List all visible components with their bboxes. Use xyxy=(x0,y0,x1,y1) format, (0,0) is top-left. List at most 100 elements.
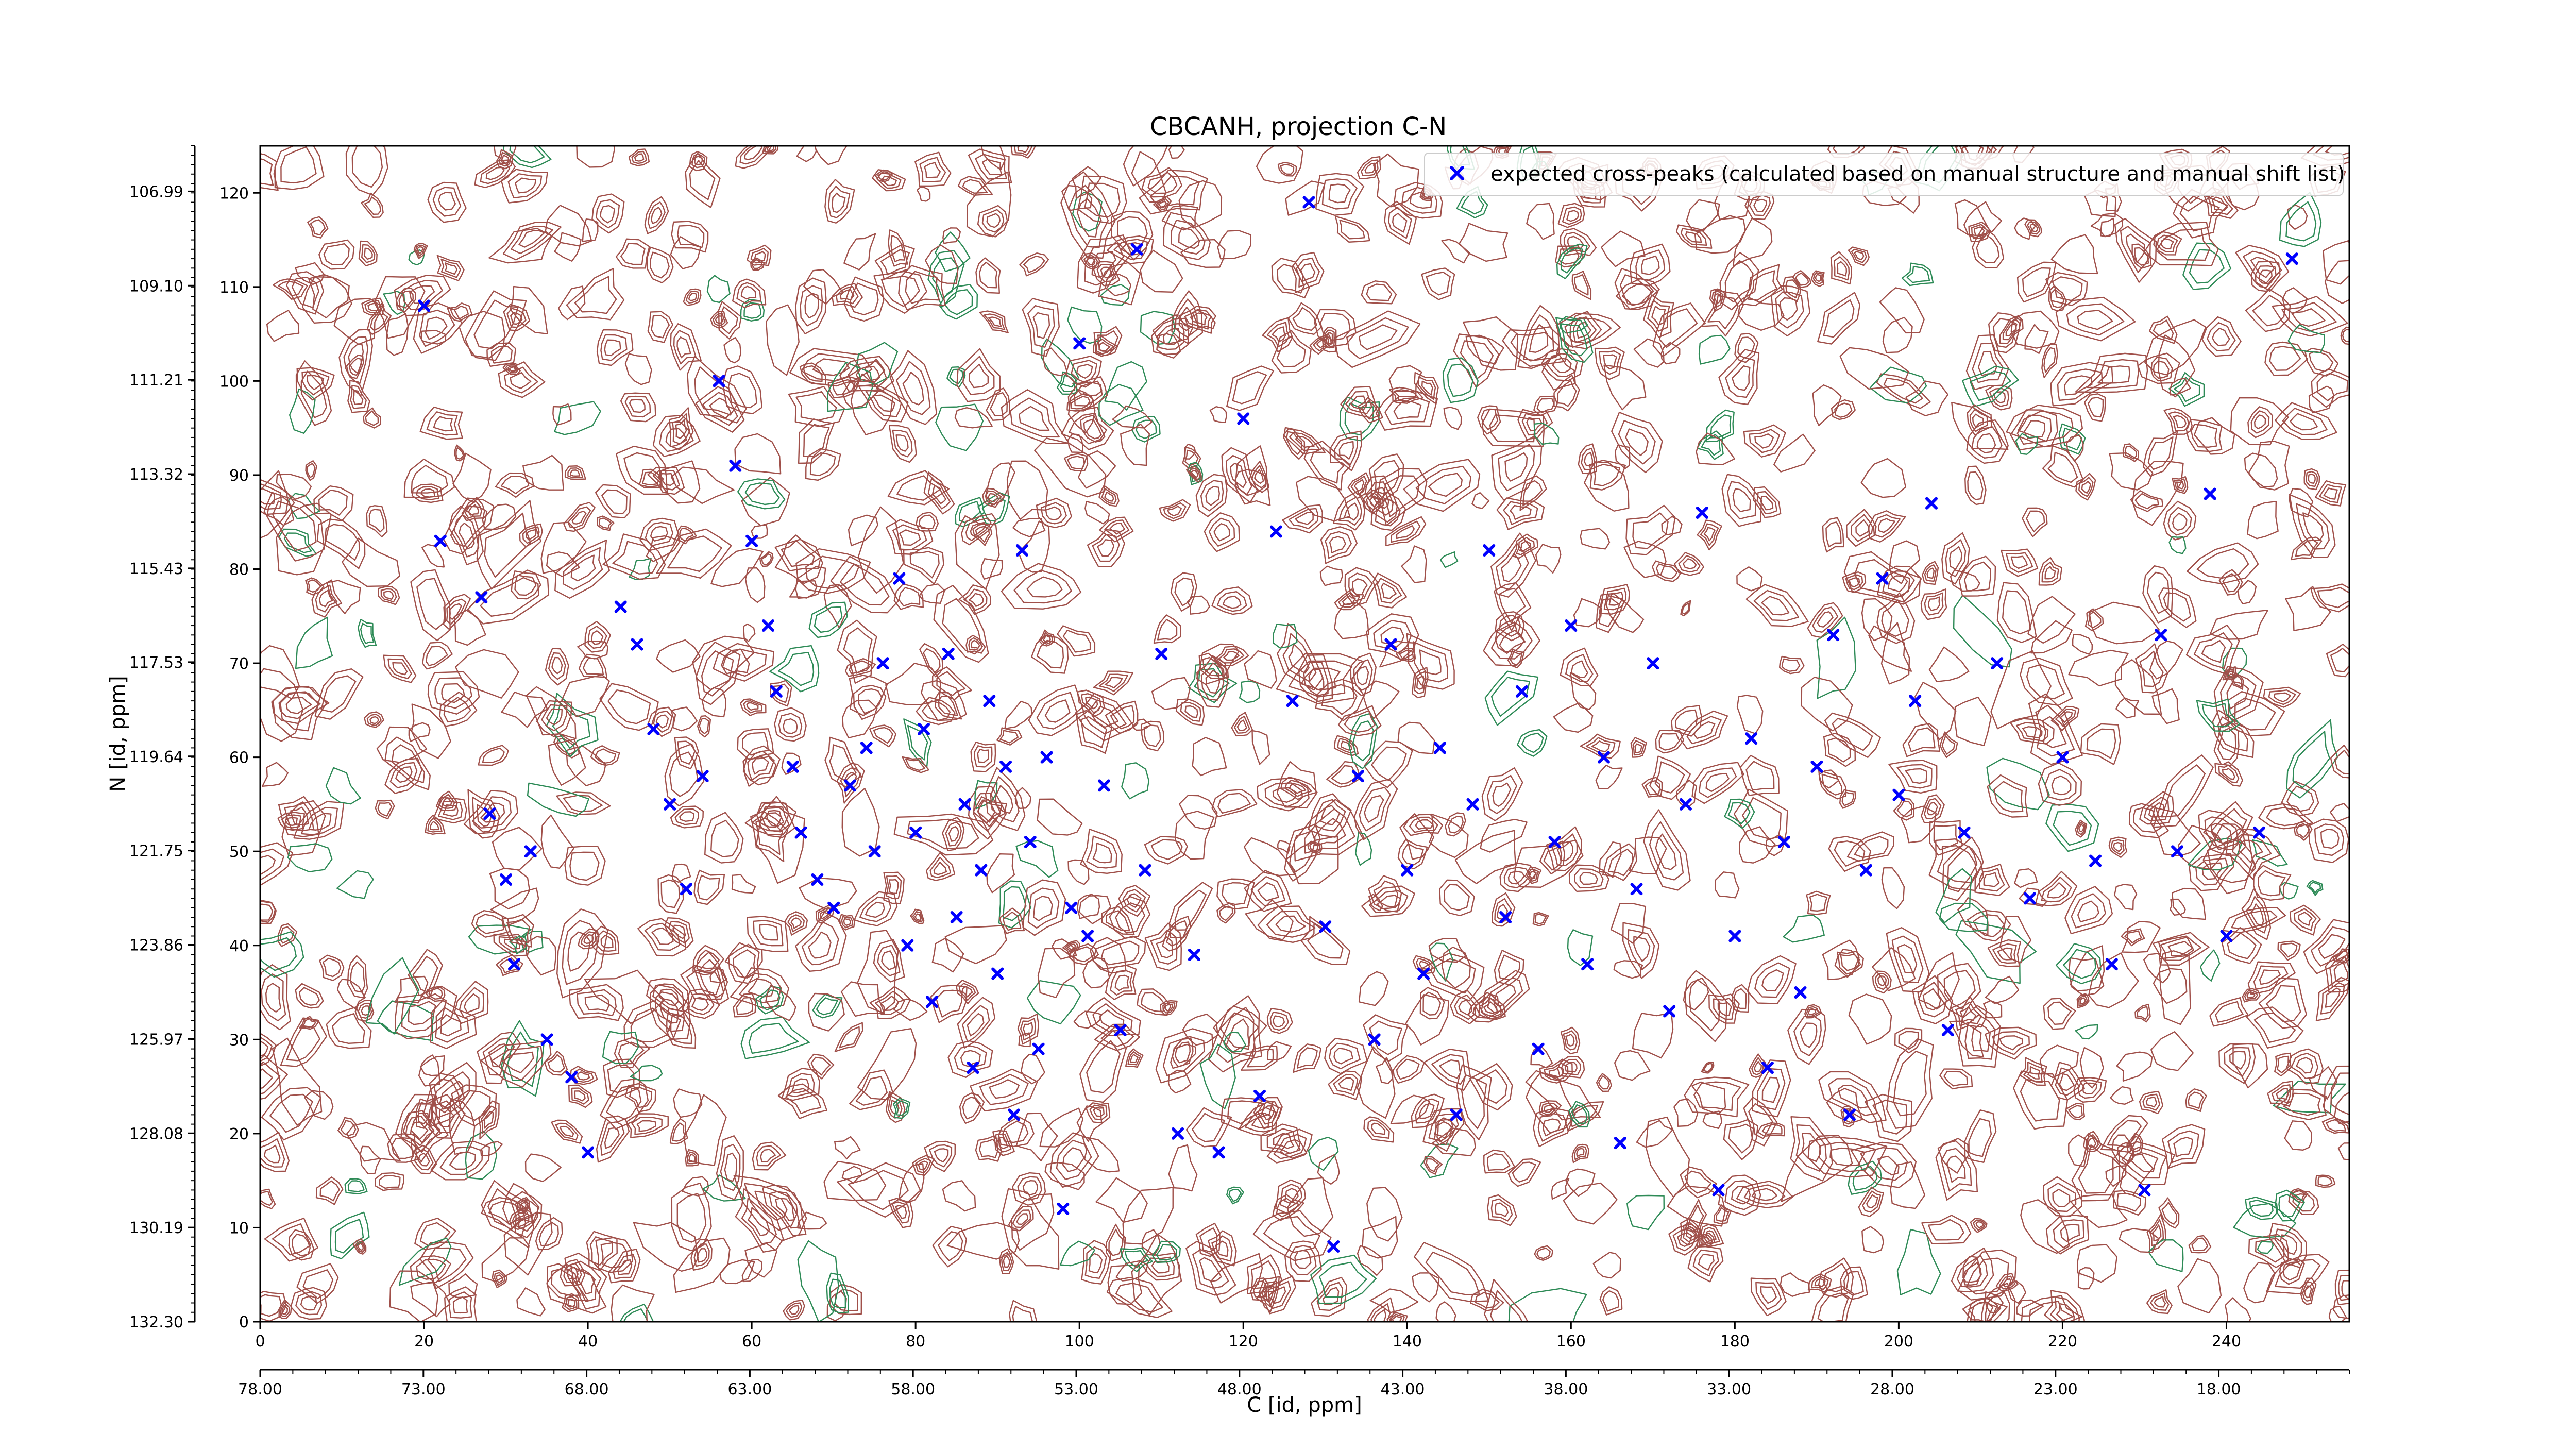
positive-contour xyxy=(1093,326,1123,357)
positive-contour xyxy=(1326,332,1333,345)
positive-contour xyxy=(468,504,479,516)
positive-contour xyxy=(266,310,300,342)
negative-contour xyxy=(260,937,297,971)
positive-contour xyxy=(2078,1144,2114,1194)
positive-contour xyxy=(1965,1257,2009,1295)
positive-contour xyxy=(1732,217,1773,267)
positive-contour xyxy=(713,643,775,682)
positive-contour xyxy=(670,236,702,269)
positive-contour xyxy=(743,623,756,642)
positive-contour xyxy=(1077,689,1105,717)
positive-contour xyxy=(1922,988,1941,1011)
positive-contour xyxy=(1333,1048,1353,1065)
positive-contour xyxy=(1289,783,1307,794)
positive-contour xyxy=(561,674,610,717)
positive-contour xyxy=(2247,406,2274,439)
positive-contour xyxy=(1841,791,1854,806)
positive-contour xyxy=(1680,710,1728,750)
positive-contour xyxy=(1881,867,1905,909)
positive-contour xyxy=(1445,812,1466,837)
positive-contour xyxy=(414,1149,434,1171)
positive-contour xyxy=(564,846,606,886)
positive-contour xyxy=(1284,823,1321,882)
y-tick-label: 20 xyxy=(229,1125,249,1143)
positive-contour xyxy=(495,472,535,498)
positive-contour xyxy=(2086,728,2116,759)
positive-contour xyxy=(1745,584,1809,627)
positive-contour xyxy=(1687,1245,1724,1283)
positive-contour xyxy=(1951,401,2009,450)
positive-contour xyxy=(564,1252,607,1310)
positive-contour xyxy=(1104,491,1114,502)
positive-contour xyxy=(1158,200,1167,209)
positive-contour xyxy=(1737,336,1755,359)
positive-contour xyxy=(1592,1252,1621,1279)
positive-contour xyxy=(1269,1012,1289,1031)
negative-contour xyxy=(1228,1188,1242,1202)
positive-contour xyxy=(419,1222,451,1246)
positive-contour xyxy=(2077,310,2113,330)
positive-contour xyxy=(1325,531,1352,559)
positive-contour xyxy=(1217,793,1251,814)
positive-contour xyxy=(1384,396,1430,425)
positive-contour xyxy=(1291,251,1325,293)
positive-contour xyxy=(975,257,1001,294)
positive-contour xyxy=(1106,235,1154,264)
positive-contour xyxy=(1196,643,1240,685)
positive-contour xyxy=(1338,1077,1354,1091)
positive-contour xyxy=(2079,997,2086,1005)
positive-contour xyxy=(476,914,504,934)
positive-contour xyxy=(1560,1026,1581,1055)
positive-contour xyxy=(1752,1059,1791,1118)
negative-contour xyxy=(1567,929,1594,966)
positive-contour xyxy=(1793,1016,1822,1057)
positive-contour xyxy=(595,484,631,519)
positive-contour xyxy=(261,1087,321,1141)
x-secondary-tick-label: 73.00 xyxy=(401,1380,446,1399)
positive-contour xyxy=(1146,1256,1175,1277)
positive-contour xyxy=(1826,1088,1863,1124)
y-secondary-tick-label: 119.64 xyxy=(129,748,183,766)
positive-contour xyxy=(2023,1062,2044,1083)
positive-contour xyxy=(783,1300,805,1321)
positive-contour xyxy=(1576,1148,1585,1157)
positive-contour xyxy=(307,375,325,391)
cross-peak-point xyxy=(1351,770,1364,783)
positive-contour xyxy=(1009,1300,1038,1322)
positive-contour xyxy=(1701,289,1744,337)
positive-contour xyxy=(990,392,1008,417)
negative-contour xyxy=(1067,306,1103,344)
positive-contour xyxy=(1882,570,1915,598)
positive-contour xyxy=(1125,1048,1144,1068)
y-tick-label: 90 xyxy=(229,467,249,485)
positive-contour xyxy=(2170,898,2186,916)
positive-contour xyxy=(1140,1252,1180,1281)
positive-contour xyxy=(799,362,826,385)
positive-contour xyxy=(1454,994,1477,1020)
positive-contour xyxy=(443,497,495,555)
positive-contour xyxy=(591,193,625,234)
cross-peak-point xyxy=(1172,1127,1184,1140)
cross-peak-point xyxy=(868,845,881,858)
positive-contour xyxy=(2280,942,2298,958)
positive-contour xyxy=(1086,835,1117,869)
positive-contour xyxy=(260,150,279,191)
positive-contour xyxy=(490,345,513,364)
positive-contour xyxy=(1766,834,1785,856)
positive-contour xyxy=(1731,365,1751,391)
positive-contour xyxy=(1371,746,1407,781)
positive-contour xyxy=(1423,1156,1443,1175)
positive-contour xyxy=(2243,1262,2276,1304)
positive-contour xyxy=(1579,872,1598,885)
positive-contour xyxy=(1756,491,1777,514)
positive-contour xyxy=(1702,1110,1722,1130)
positive-contour xyxy=(1680,228,1707,246)
positive-contour xyxy=(1465,334,1505,365)
positive-contour xyxy=(576,1269,596,1295)
negative-contour xyxy=(927,249,965,308)
positive-contour xyxy=(1823,1262,1850,1292)
positive-contour xyxy=(1593,464,1621,486)
positive-contour xyxy=(2110,1086,2134,1105)
positive-contour xyxy=(2109,452,2154,491)
positive-contour xyxy=(578,653,607,678)
